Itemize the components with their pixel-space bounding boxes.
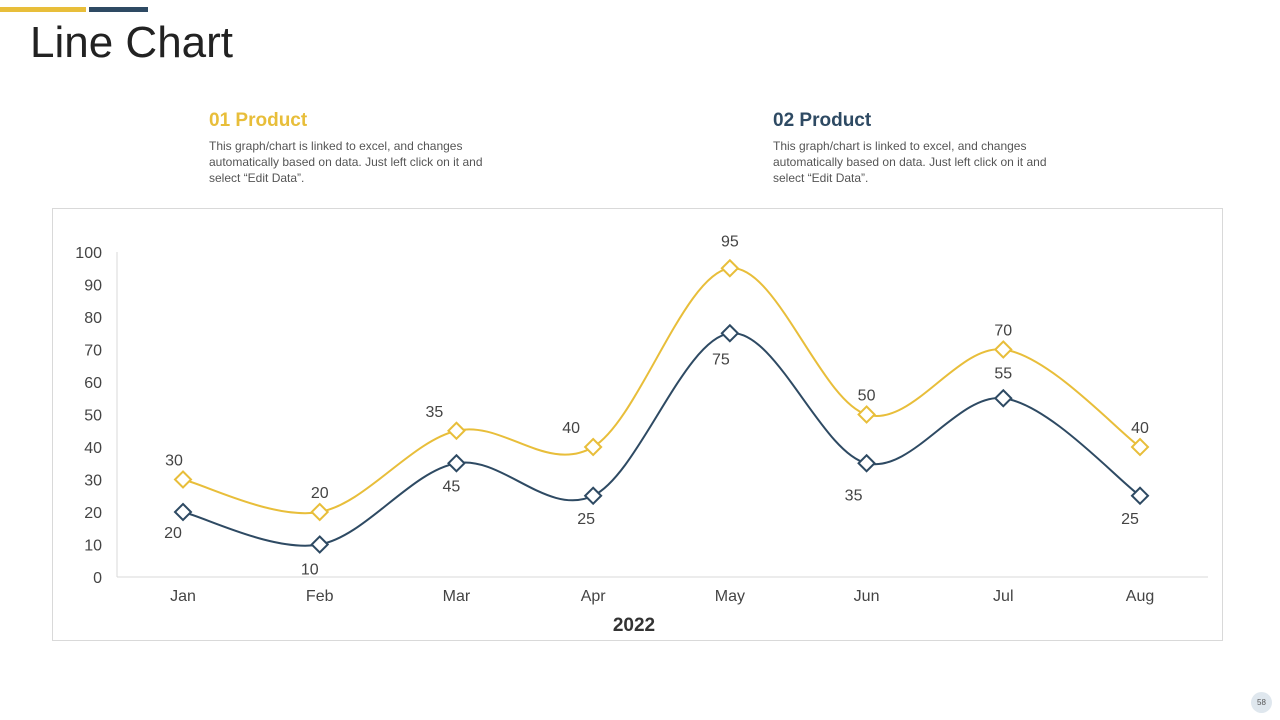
series-1-point	[857, 405, 876, 424]
series-1-data-label: 40	[1131, 420, 1149, 437]
y-tick-label: 60	[84, 375, 102, 392]
series-1-point	[173, 470, 193, 489]
series-2-data-label: 25	[1121, 511, 1139, 528]
series-1-data-label: 30	[165, 453, 183, 470]
product-2-block: 02 Product This graph/chart is linked to…	[773, 110, 1073, 186]
line-chart: 0 10 20 30 40 50 60 70 80 90 100 Jan Feb Mar Apr May Jun…	[75, 233, 1208, 636]
series-1-point	[720, 258, 740, 278]
y-tick-label: 0	[93, 570, 102, 587]
product-2-description: This graph/chart is linked to excel, and…	[773, 139, 1047, 185]
x-axis-title: 2022	[613, 615, 655, 636]
series-2-data-label: 55	[994, 365, 1012, 382]
series-2-point	[993, 388, 1013, 408]
x-tick-label: Jul	[993, 588, 1013, 605]
product-1-block: 01 Product This graph/chart is linked to…	[209, 110, 509, 186]
x-tick-label: Feb	[306, 588, 334, 605]
chart-frame[interactable]: 0 10 20 30 40 50 60 70 80 90 100 Jan Feb Mar Apr May Jun…	[52, 208, 1223, 641]
series-2-point	[720, 323, 740, 343]
series-2-point	[1130, 486, 1150, 506]
product-1-heading: 01 Product	[209, 110, 308, 131]
series-1-point	[447, 421, 466, 441]
series-1-data-label: 40	[562, 420, 580, 437]
series-2-point	[857, 453, 876, 473]
series-1-line	[182, 267, 1141, 515]
y-tick-label: 100	[75, 245, 102, 262]
series-1-point	[993, 340, 1013, 359]
accent-bar-navy	[89, 7, 148, 12]
series-1-data-label: 20	[311, 485, 329, 502]
y-tick-label: 50	[84, 408, 102, 425]
series-2-point	[173, 502, 193, 522]
series-1-point	[1130, 437, 1150, 457]
series-2-data-label: 45	[443, 478, 461, 495]
page-number-badge: 58	[1251, 692, 1272, 713]
x-tick-label: Aug	[1126, 588, 1154, 605]
series-1-data-label: 35	[426, 404, 444, 421]
y-tick-label: 20	[84, 505, 102, 522]
product-1-description: This graph/chart is linked to excel, and…	[209, 139, 483, 185]
series-2-point	[447, 453, 466, 473]
series-2-point	[310, 535, 330, 554]
series-2-data-label: 75	[712, 351, 730, 368]
series-1-data-label: 50	[858, 388, 876, 405]
series-2-data-label: 25	[577, 511, 595, 528]
accent-bar-yellow	[0, 7, 86, 12]
series-1-data-label: 70	[994, 323, 1012, 340]
series-2-data-label: 35	[845, 487, 863, 504]
series-2-point	[583, 486, 603, 506]
series-2-data-label: 20	[164, 525, 182, 542]
series-1-point	[583, 437, 603, 457]
x-tick-label: Jan	[170, 588, 196, 605]
y-tick-label: 80	[84, 310, 102, 327]
y-tick-label: 40	[84, 440, 102, 457]
x-tick-label: Apr	[581, 588, 607, 605]
y-tick-label: 90	[84, 278, 102, 295]
x-tick-label: Jun	[854, 588, 880, 605]
page-title: Line Chart	[30, 18, 234, 67]
series-2-line	[182, 332, 1141, 547]
y-tick-label: 30	[84, 473, 102, 490]
y-tick-label: 10	[84, 538, 102, 555]
x-tick-label: Mar	[443, 588, 471, 605]
y-tick-label: 70	[84, 343, 102, 360]
series-1-data-label: 95	[721, 233, 739, 250]
product-2-heading: 02 Product	[773, 110, 872, 131]
x-tick-label: May	[715, 588, 745, 605]
series-2-data-label: 10	[301, 562, 319, 579]
series-1-point	[310, 502, 330, 522]
